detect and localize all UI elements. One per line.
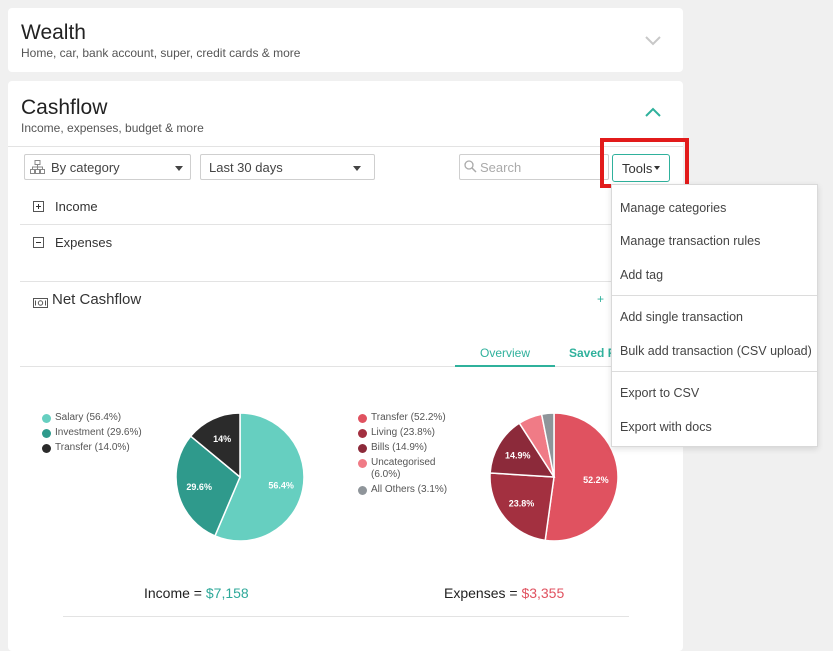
expense-total-value: $3,355 [521, 585, 565, 601]
menu-separator [612, 295, 817, 296]
cashflow-card: Cashflow Income, expenses, budget & more… [8, 81, 689, 651]
income-pie-chart: 56.4% 29.6% 14% [175, 412, 305, 542]
expense-total: Expenses = $3,355 [444, 585, 564, 601]
expenses-row-label[interactable]: Expenses [55, 235, 113, 250]
legend-label: Uncategorised [371, 457, 436, 468]
net-cashflow-title: Net Cashflow [52, 291, 142, 308]
menu-item-manage-transaction-rules[interactable]: Manage transaction rules [620, 234, 761, 248]
group-by-select[interactable]: By category [24, 154, 191, 180]
expense-pie-slice[interactable] [489, 472, 555, 542]
menu-item-bulk-add-transaction[interactable]: Bulk add transaction (CSV upload) [620, 344, 812, 358]
cashflow-subtitle: Income, expenses, budget & more [21, 121, 204, 135]
expense-pie-slice[interactable] [540, 412, 555, 478]
expense-pie-slice[interactable] [544, 412, 619, 542]
menu-separator [612, 371, 817, 372]
hierarchy-icon [30, 160, 45, 177]
income-pie-slice-label: 56.4% [268, 480, 294, 490]
menu-item-manage-categories[interactable]: Manage categories [620, 201, 727, 215]
income-pie-slice[interactable] [175, 435, 241, 537]
tab-overview-underline [455, 365, 555, 367]
legend-dot [42, 414, 51, 423]
legend-label: Transfer (52.2%) [371, 412, 446, 423]
expense-pie-slice-label: 52.2% [583, 475, 609, 485]
caret-down-icon [353, 166, 361, 171]
period-value: Last 30 days [209, 160, 283, 175]
legend-label: Investment (29.6%) [55, 427, 142, 438]
period-select[interactable]: Last 30 days [200, 154, 375, 180]
chevron-up-icon[interactable] [644, 106, 662, 118]
menu-item-export-with-docs[interactable]: Export with docs [620, 420, 712, 434]
income-total: Income = $7,158 [144, 585, 249, 601]
caret-down-icon [654, 166, 660, 170]
income-pie-slice-label: 14% [213, 434, 231, 444]
menu-item-export-csv[interactable]: Export to CSV [620, 386, 700, 400]
row-divider [20, 224, 683, 225]
income-pie-slice[interactable] [189, 412, 241, 479]
tools-button[interactable]: Tools [612, 154, 670, 182]
wealth-subtitle: Home, car, bank account, super, credit c… [21, 46, 301, 60]
tab-divider [20, 366, 620, 367]
income-total-value: $7,158 [205, 585, 249, 601]
income-pie-slice[interactable] [213, 412, 305, 542]
group-by-value: By category [51, 160, 120, 175]
legend-label: Salary (56.4%) [55, 412, 122, 423]
legend-label: All Others (3.1%) [371, 484, 448, 495]
legend-dot [358, 444, 367, 453]
legend-dot [358, 414, 367, 423]
cash-icon [33, 295, 48, 313]
expense-total-label: Expenses = [444, 585, 522, 601]
add-link[interactable]: + [597, 292, 605, 306]
header-divider [8, 146, 683, 147]
legend-label: Transfer (14.0%) [55, 442, 130, 453]
income-total-label: Income = [144, 585, 206, 601]
legend-dot [42, 444, 51, 453]
cashflow-title: Cashflow [21, 96, 108, 119]
wealth-title: Wealth [21, 21, 86, 44]
search-box[interactable] [459, 154, 609, 180]
expand-income-icon[interactable] [33, 201, 44, 212]
search-icon [464, 160, 477, 178]
legend-dot [42, 429, 51, 438]
legend-dot [358, 486, 367, 495]
search-input[interactable] [480, 158, 605, 176]
expense-pie-slice[interactable] [489, 422, 556, 478]
tab-overview[interactable]: Overview [480, 346, 531, 360]
collapse-expenses-icon[interactable] [33, 237, 44, 248]
menu-item-add-single-transaction[interactable]: Add single transaction [620, 310, 743, 324]
tools-label: Tools [622, 161, 653, 176]
legend-label: Bills (14.9%) [371, 442, 428, 453]
income-pie-slice-label: 29.6% [186, 482, 212, 492]
tab-saved-reports[interactable]: Saved R [569, 346, 617, 360]
expense-pie-slice-label: 23.8% [509, 499, 535, 509]
bottom-divider [63, 616, 629, 617]
wealth-card[interactable]: Wealth Home, car, bank account, super, c… [8, 8, 683, 72]
legend-dot [358, 459, 367, 468]
expense-pie-chart: 52.2% 23.8% 14.9% [489, 412, 619, 542]
menu-item-add-tag[interactable]: Add tag [620, 268, 664, 282]
expense-pie-slice-label: 14.9% [505, 451, 531, 461]
chevron-down-icon[interactable] [644, 34, 662, 46]
tools-dropdown-menu: Manage categories Manage transaction rul… [611, 184, 818, 447]
legend-label: Living (23.8%) [371, 427, 435, 438]
income-row-label[interactable]: Income [55, 199, 98, 214]
caret-down-icon [175, 166, 183, 171]
legend-label: (6.0%) [371, 469, 401, 480]
row-divider [20, 281, 683, 282]
legend-dot [358, 429, 367, 438]
